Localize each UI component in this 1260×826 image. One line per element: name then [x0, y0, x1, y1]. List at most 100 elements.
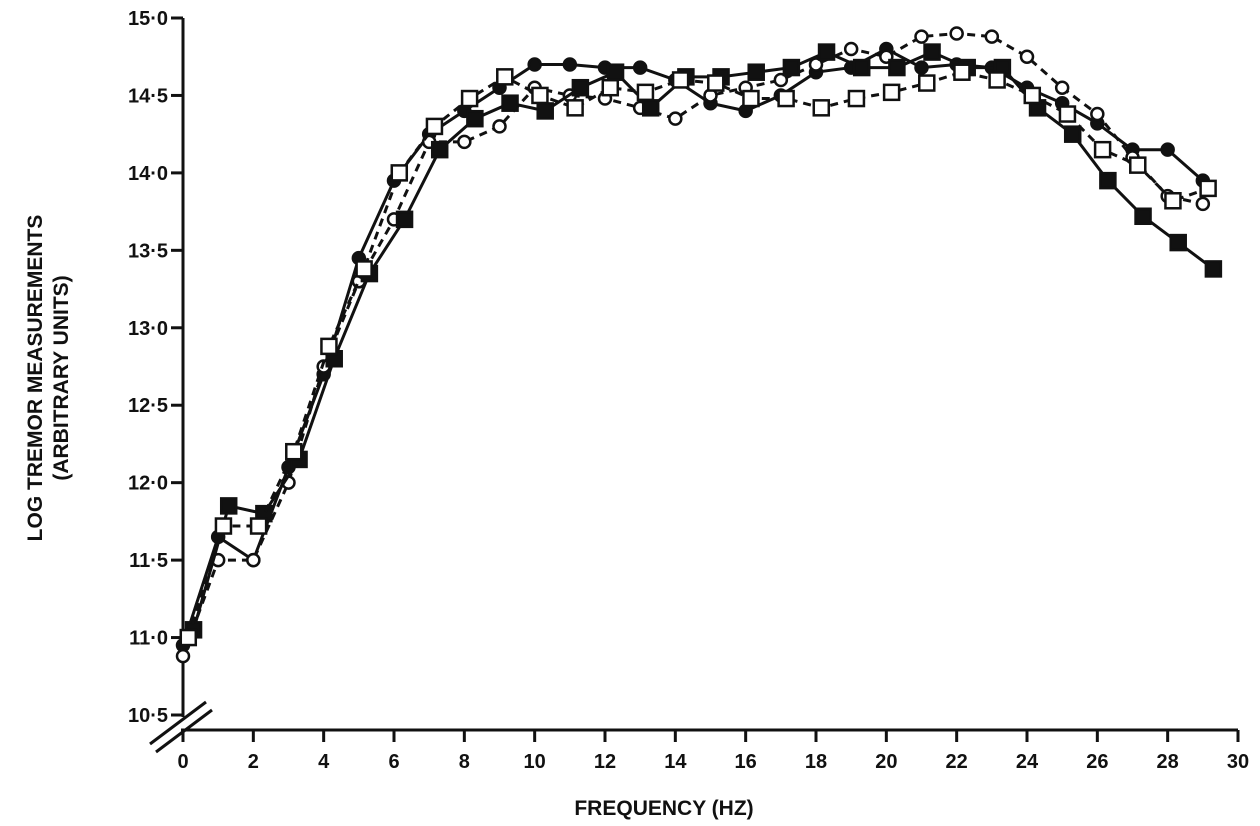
- y-tick-label: 11·0: [129, 628, 168, 650]
- y-tick-label: 14·0: [128, 163, 168, 185]
- data-point: [747, 63, 765, 81]
- data-point: [742, 89, 760, 108]
- data-point: [1160, 142, 1175, 157]
- data-point: [1164, 192, 1182, 210]
- data-point: [949, 26, 964, 41]
- series-open-square: [179, 63, 1217, 647]
- data-point: [1199, 179, 1217, 198]
- data-point: [496, 68, 514, 86]
- data-point: [571, 78, 590, 97]
- data-point: [175, 648, 191, 664]
- x-tick-label: 26: [1086, 751, 1108, 773]
- x-tick-label: 18: [805, 751, 827, 773]
- data-point: [918, 74, 936, 92]
- data-point: [355, 260, 373, 278]
- data-point: [632, 60, 648, 75]
- data-point: [1099, 171, 1117, 190]
- x-tick-label: 10: [524, 751, 546, 773]
- data-point: [531, 86, 549, 105]
- data-point: [847, 89, 866, 108]
- data-point: [1023, 86, 1042, 105]
- x-tick-label: 22: [946, 751, 968, 773]
- y-tick-label: 13·5: [128, 240, 168, 262]
- x-tick-label: 20: [875, 751, 897, 773]
- x-tick-label: 14: [664, 751, 687, 773]
- data-point: [773, 72, 789, 88]
- data-point: [1058, 105, 1077, 123]
- data-point: [320, 337, 338, 356]
- data-point: [1093, 140, 1112, 159]
- y-axis-title-line1: LOG TREMOR MEASUREMENTS: [24, 215, 47, 542]
- data-point: [953, 63, 971, 81]
- series-layer: [175, 26, 1223, 664]
- data-point: [914, 60, 929, 75]
- data-point: [457, 134, 472, 150]
- y-tick-label: 13·0: [128, 318, 168, 340]
- data-point: [1134, 207, 1152, 226]
- data-point: [1195, 196, 1211, 212]
- data-point: [988, 71, 1006, 89]
- data-point: [1169, 233, 1187, 252]
- x-tick-label: 8: [459, 751, 470, 773]
- data-point: [395, 210, 414, 229]
- x-tick-label: 0: [177, 751, 188, 773]
- data-point: [1090, 106, 1105, 122]
- y-tick-label: 15·0: [128, 8, 168, 30]
- data-point: [671, 71, 690, 89]
- series-line: [192, 50, 1215, 631]
- series-line: [181, 31, 1204, 657]
- data-point: [817, 43, 836, 61]
- data-point: [707, 74, 725, 92]
- data-point: [219, 497, 238, 515]
- data-point: [425, 117, 444, 136]
- data-point: [606, 63, 625, 81]
- data-point: [782, 58, 801, 77]
- data-point: [641, 99, 660, 117]
- data-point: [492, 119, 507, 134]
- data-point: [808, 57, 824, 72]
- data-point: [852, 58, 871, 77]
- data-point: [601, 78, 620, 97]
- data-point: [536, 102, 554, 120]
- x-tick-label: 6: [388, 751, 399, 773]
- series-filled-square: [184, 43, 1223, 639]
- data-point: [668, 111, 683, 126]
- y-tick-label: 14·5: [128, 85, 168, 107]
- data-point: [914, 29, 929, 44]
- y-tick-label: 11·5: [129, 550, 168, 572]
- y-axis-title-line2: (ARBITRARY UNITS): [50, 275, 73, 480]
- x-tick-label: 16: [735, 751, 757, 773]
- y-tick-label: 10·5: [128, 705, 168, 727]
- y-tick-label: 12·0: [128, 473, 168, 495]
- data-point: [249, 517, 268, 535]
- data-point: [285, 442, 303, 461]
- data-point: [1054, 80, 1070, 95]
- data-point: [843, 41, 859, 57]
- data-point: [430, 140, 449, 159]
- x-tick-label: 2: [248, 751, 259, 773]
- y-tick-label: 12·5: [128, 395, 168, 417]
- data-point: [246, 552, 261, 568]
- x-tick-label: 12: [594, 751, 616, 773]
- data-point: [1129, 156, 1147, 174]
- data-point: [214, 517, 233, 535]
- data-point: [390, 164, 409, 182]
- data-point: [1063, 125, 1082, 143]
- x-tick-label: 4: [318, 751, 330, 773]
- data-point: [460, 89, 479, 108]
- data-point: [179, 628, 198, 647]
- data-point: [562, 57, 578, 72]
- data-point: [636, 83, 655, 102]
- x-tick-label: 28: [1157, 751, 1179, 773]
- x-axis-title: FREQUENCY (HZ): [574, 797, 753, 820]
- data-point: [527, 57, 542, 72]
- data-point: [566, 99, 584, 117]
- data-point: [888, 58, 906, 77]
- data-point: [1019, 49, 1035, 64]
- data-point: [1204, 260, 1223, 278]
- axes: 10·5 11·0 11·5 12·0 12·5 13·0 13·5 14·0 14·5 15·0…: [128, 8, 1249, 773]
- x-tick-label: 30: [1227, 751, 1249, 773]
- data-point: [923, 43, 941, 61]
- data-point: [812, 99, 831, 117]
